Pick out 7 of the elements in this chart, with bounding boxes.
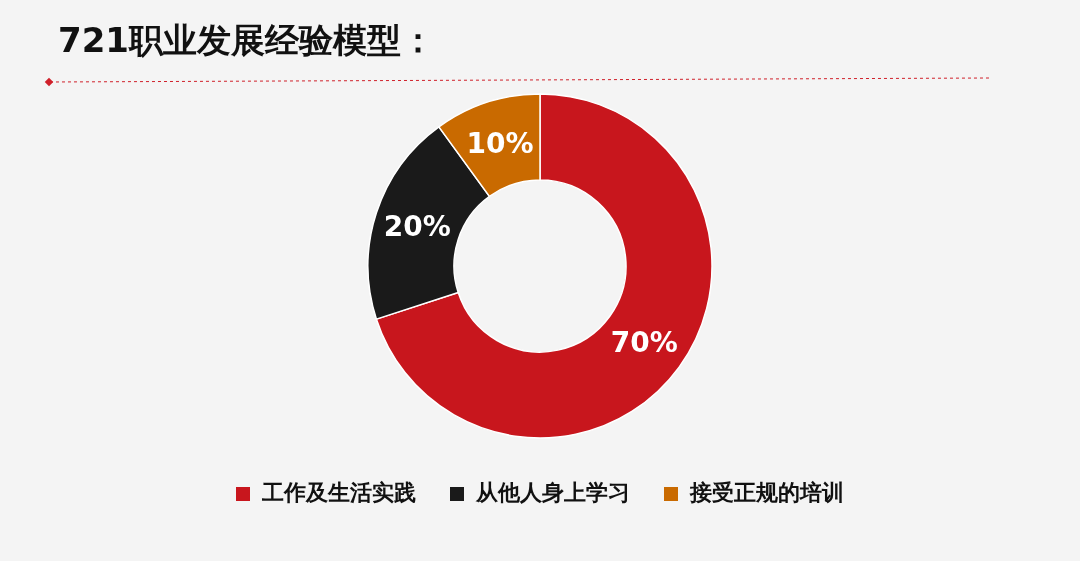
data-label: 20% — [383, 210, 451, 244]
data-label: 70% — [610, 325, 678, 359]
legend-label: 接受正规的培训 — [689, 480, 844, 505]
data-label: 10% — [466, 127, 534, 161]
chart-title: 721职业发展经验模型： — [58, 20, 435, 60]
legend-label: 工作及生活实践 — [261, 480, 416, 505]
legend-label: 从他人身上学习 — [475, 480, 630, 505]
